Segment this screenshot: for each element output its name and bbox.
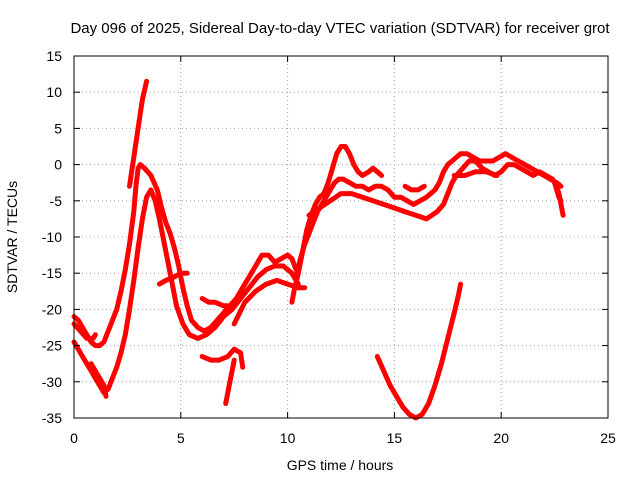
grid — [74, 56, 608, 418]
y-tick-label: 5 — [54, 120, 62, 136]
data-series — [71, 78, 566, 421]
y-tick-label: -35 — [42, 410, 62, 426]
y-tick-label: 0 — [54, 157, 62, 173]
series-arc-16 — [451, 169, 500, 178]
y-tick-label: -15 — [42, 265, 62, 281]
series-arc-4 — [88, 361, 109, 399]
series-arc-9 — [223, 357, 237, 406]
series-arc-1 — [71, 162, 299, 349]
x-tick-label: 10 — [280, 430, 296, 446]
series-arc-14 — [374, 281, 464, 421]
series-arc-12 — [293, 151, 564, 280]
series-arc-17 — [552, 180, 564, 204]
x-tick-label: 20 — [493, 430, 509, 446]
chart-title: Day 096 of 2025, Sidereal Day-to-day VTE… — [70, 20, 610, 37]
series-arc-15 — [402, 183, 427, 193]
x-axis-label: GPS time / hours — [287, 457, 394, 473]
y-tick-label: -20 — [42, 301, 62, 317]
y-axis-label: SDTVAR / TECUs — [4, 181, 20, 293]
y-tick-label: 10 — [46, 84, 62, 100]
series-arc-13 — [306, 158, 566, 222]
y-tick-label: -25 — [42, 338, 62, 354]
x-tick-label: 25 — [600, 430, 616, 446]
x-tick-label: 0 — [70, 430, 78, 446]
series-arc-5 — [127, 78, 150, 189]
series-arc-7 — [199, 296, 231, 309]
y-tick-label: 15 — [46, 48, 62, 64]
y-tick-label: -10 — [42, 229, 62, 245]
series-arc-3 — [71, 321, 98, 341]
y-tick-label: -5 — [50, 193, 63, 209]
series-arc-8 — [199, 346, 246, 370]
x-tick-label: 15 — [387, 430, 403, 446]
x-tick-label: 5 — [177, 430, 185, 446]
series-arc-11 — [289, 144, 385, 305]
series-arc-6 — [156, 270, 190, 287]
series-arc-2 — [71, 187, 301, 396]
axis-ticks: 0 5 10 15 20 25 15 10 5 0 -5 -10 -15 -20 -25 -30 -35 — [42, 48, 616, 446]
y-tick-label: -30 — [42, 374, 62, 390]
